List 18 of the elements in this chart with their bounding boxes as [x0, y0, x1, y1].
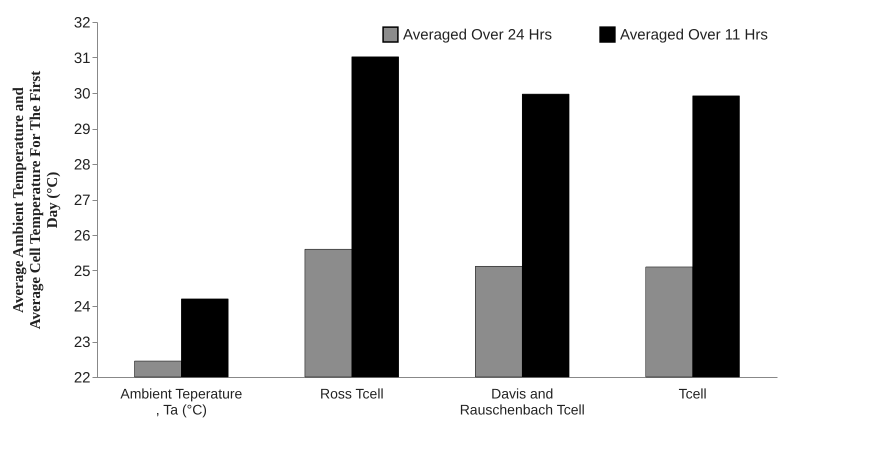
y-tick-label: 24: [74, 298, 90, 316]
legend-label: Averaged Over 24 Hrs: [403, 26, 552, 44]
x-tick-label: Davis and Rauschenbach Tcell: [460, 386, 585, 418]
y-tick-label: 30: [74, 86, 90, 102]
legend-label: Averaged Over 11 Hrs: [620, 26, 768, 44]
y-tick-label: 26: [74, 228, 90, 244]
x-tick-label: Ambient Teperature , Ta (°C): [120, 386, 243, 418]
y-tick-label: 29: [74, 121, 90, 138]
y-tick-label: 31: [74, 50, 90, 67]
y-tick-label: 22: [74, 370, 90, 386]
y-axis-title: Average Ambient Temperature and Average Cell Temperature For The First Day (°C): [10, 70, 61, 330]
y-tick-label: 23: [74, 334, 90, 351]
x-tick-label: Ross Tcell: [320, 386, 384, 402]
y-tick-label: 25: [74, 263, 90, 280]
y-tick-label: 28: [74, 156, 90, 174]
y-tick-label: 27: [74, 192, 90, 209]
y-tick-label: 32: [74, 14, 90, 32]
x-tick-label: Tcell: [678, 386, 707, 402]
